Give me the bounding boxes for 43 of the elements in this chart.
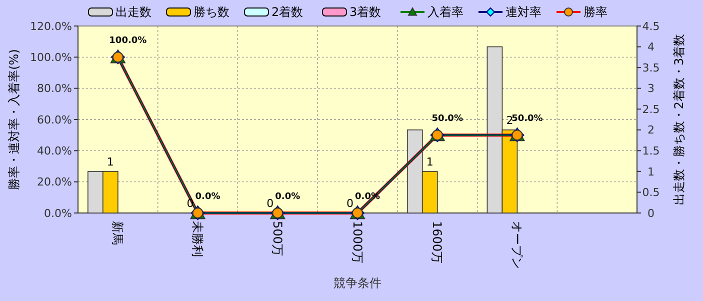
legend-label: 2着数 [272,5,304,20]
y2-tick-label: 3.5 [642,61,660,74]
y2-tick-label: 3 [648,82,654,96]
y2-tick-label: 0.5 [642,186,660,200]
data-label: 1 [426,155,434,168]
y-tick-label: 20.0% [37,176,72,189]
x-tick-label: 未勝利 [190,221,205,257]
data-label: 0 [346,197,354,210]
y-tick-label: 120.0% [30,20,72,33]
legend-label: 連対率 [506,5,542,20]
data-label: 0 [266,197,274,210]
x-tick-label: 1600万 [430,221,444,264]
data-label: 0.0% [275,192,300,202]
y2-tick-label: 2.5 [642,102,660,116]
data-label: 1 [106,155,114,168]
x-tick-label: 新馬 [110,221,125,245]
x-axis-title: 競争条件 [334,276,382,290]
data-label: 100.0% [109,36,147,46]
legend-label: 入着率 [428,5,464,20]
y2-tick-label: 1 [648,165,654,178]
x-tick-label: 500万 [270,221,284,256]
data-label: 0.0% [195,192,220,202]
y2-tick-label: 1.5 [642,144,660,158]
data-label: 2 [506,114,514,127]
legend-label: 勝ち数 [194,5,230,20]
y-axis-title: 勝率・連対率・入着率(%) [7,49,22,190]
x-tick-label: 1000万 [350,221,364,264]
legend-label: 3着数 [350,5,382,20]
y2-tick-label: 4.5 [642,20,660,33]
y-tick-label: 100.0% [30,51,72,64]
data-label: 50.0% [432,114,463,124]
y-tick-label: 40.0% [37,144,72,158]
y2-tick-label: 0 [648,206,654,220]
y2-axis-title: 出走数・勝ち数・2着数・3着数 [672,34,686,206]
y-tick-label: 80.0% [37,82,72,96]
legend-label: 勝率 [584,5,608,20]
y2-tick-label: 4 [648,40,654,54]
y-tick-label: 60.0% [37,113,72,126]
legend-label: 出走数 [116,5,152,20]
x-tick-label: オープン [510,221,524,269]
y2-tick-label: 2 [648,124,654,137]
y-tick-label: 0.0% [44,206,72,220]
data-label: 50.0% [512,114,543,124]
